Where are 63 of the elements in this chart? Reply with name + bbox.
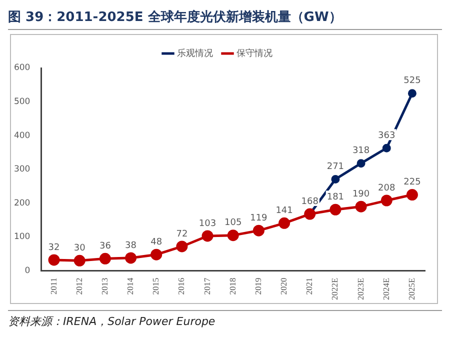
x-tick-label: 2017 <box>202 278 212 295</box>
x-tick-label: 2016 <box>176 278 186 295</box>
y-tick-label: 300 <box>14 164 30 175</box>
data-label: 48 <box>150 237 162 248</box>
y-tick-label: 0 <box>24 266 30 276</box>
x-tick-label: 2021 <box>304 278 314 295</box>
data-label: 208 <box>378 183 396 194</box>
data-label: 141 <box>276 206 293 216</box>
x-tick-label: 2015 <box>150 278 161 295</box>
x-tick-label: 2019 <box>252 278 263 295</box>
data-label: 36 <box>99 241 112 252</box>
point <box>176 240 188 252</box>
point <box>382 144 391 152</box>
data-label: 105 <box>224 218 242 228</box>
data-label: 190 <box>352 189 370 200</box>
point <box>380 194 392 206</box>
point <box>48 254 60 266</box>
chart-title: 图 39：2011-2025E 全球年度光伏新增装机量（GW） <box>8 8 442 30</box>
y-tick-label: 600 <box>14 63 30 74</box>
point <box>356 159 366 168</box>
x-tick-label: 2018 <box>227 278 238 295</box>
point <box>331 174 340 184</box>
x-tick-label: 2022E <box>330 278 340 300</box>
x-tick-label: 2013 <box>99 278 110 295</box>
data-label: 225 <box>404 178 421 188</box>
point <box>330 204 342 216</box>
y-tick-label: 100 <box>14 232 30 242</box>
x-tick-label: 2023E <box>355 278 366 300</box>
data-label: 525 <box>404 76 421 86</box>
point <box>150 248 162 260</box>
data-label: 181 <box>326 192 344 202</box>
data-label: 168 <box>301 196 319 207</box>
data-label: 72 <box>176 229 188 240</box>
y-tick-label: 400 <box>14 130 30 141</box>
x-tick-label: 2025E <box>406 278 416 300</box>
point <box>227 230 239 242</box>
data-label: 271 <box>326 162 344 172</box>
point <box>252 224 264 236</box>
y-tick-label: 200 <box>14 198 30 208</box>
data-label: 318 <box>352 146 370 156</box>
legend-label: 保守情况 <box>236 48 272 59</box>
point <box>406 189 418 201</box>
point <box>99 252 111 264</box>
point <box>125 252 137 264</box>
x-tick-label: 2024E <box>380 278 391 300</box>
x-tick-label: 2020 <box>278 278 289 295</box>
data-label: 38 <box>125 240 137 251</box>
legend-label: 乐观情况 <box>177 48 213 59</box>
point <box>74 254 86 266</box>
data-label: 32 <box>48 242 60 253</box>
data-label: 363 <box>378 130 396 141</box>
y-tick-label: 500 <box>14 97 30 108</box>
point <box>278 217 290 229</box>
point <box>202 230 214 242</box>
point <box>408 89 416 98</box>
x-tick-label: 2014 <box>125 277 136 295</box>
x-tick-label: 2011 <box>48 278 58 294</box>
text: 资料来源：IRENA，Solar Power Europe <box>8 310 442 329</box>
data-label: 30 <box>74 244 86 254</box>
point <box>355 200 367 212</box>
x-tick-label: 2012 <box>74 278 84 295</box>
data-label: 119 <box>250 213 268 224</box>
data-label: 103 <box>198 218 216 229</box>
